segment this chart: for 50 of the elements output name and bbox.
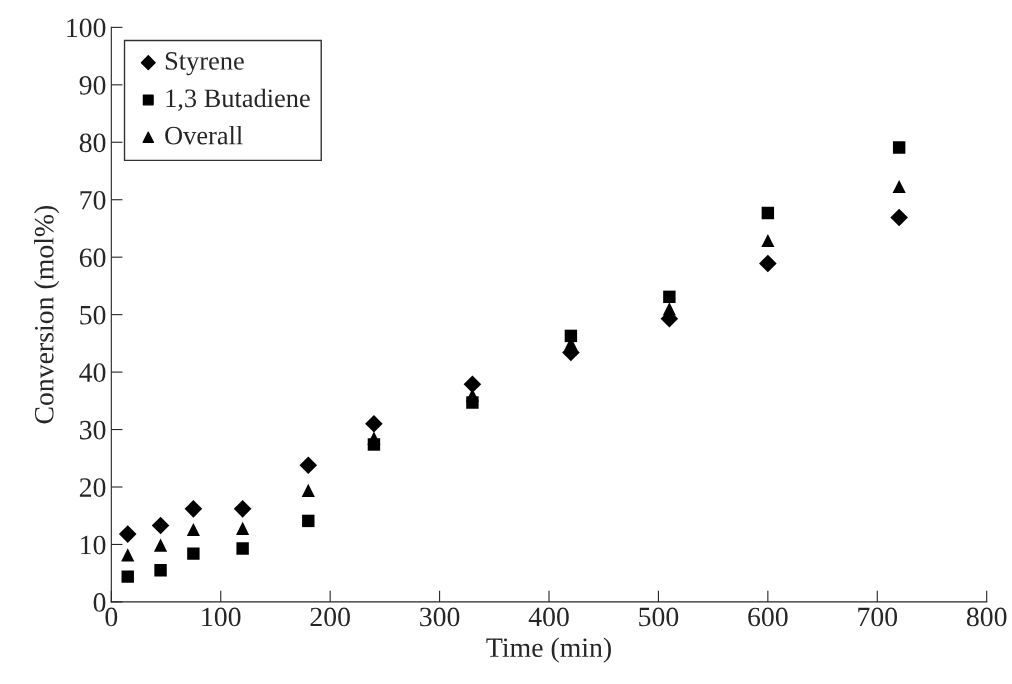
point [151,516,170,535]
legend-label: 1,3 Butadiene [166,88,310,111]
y-tick-label: 50 [80,305,106,325]
point [118,525,137,543]
point [890,208,908,227]
legend-label: Overall [165,125,243,145]
y-tick-label: 60 [79,248,106,268]
y-tick-label: 20 [79,478,106,497]
x-axis-title: Time (min) [486,637,611,663]
x-tick-label: 700 [858,607,898,627]
y-tick-label: 30 [80,420,106,440]
x-tick-label: 800 [966,607,1007,627]
point [186,522,200,537]
point [301,483,315,498]
x-tick-label: 200 [310,607,350,627]
point [463,375,482,393]
y-tick-label: 0 [93,593,106,612]
x-tick-label: 600 [748,607,788,627]
point [121,548,135,562]
point [236,542,249,555]
point [662,302,676,316]
point [892,179,906,194]
point [892,141,906,154]
point [365,415,383,433]
point [299,456,318,474]
y-tick-label: 100 [67,18,106,38]
x-tick-label: 400 [528,607,569,627]
point [302,514,315,528]
y-tick-label: 80 [79,133,106,153]
y-tick-label: 40 [79,363,106,383]
legend-label: Styrene [165,52,244,76]
point [367,431,381,445]
point [761,233,775,248]
x-tick-label: 300 [420,607,460,627]
y-axis-title: Conversion (mol%) [34,205,60,424]
point [761,206,775,220]
point [154,564,167,577]
y-tick-label: 70 [80,190,106,210]
y-tick-label: 10 [81,535,106,555]
point [187,547,200,560]
point [121,570,134,583]
point [153,538,168,552]
point [236,521,250,535]
point [184,500,203,518]
point [759,254,777,273]
x-tick-label: 500 [639,607,679,627]
point [663,290,676,304]
y-tick-label: 90 [79,75,106,95]
point [233,500,252,518]
x-tick-label: 100 [202,607,241,627]
